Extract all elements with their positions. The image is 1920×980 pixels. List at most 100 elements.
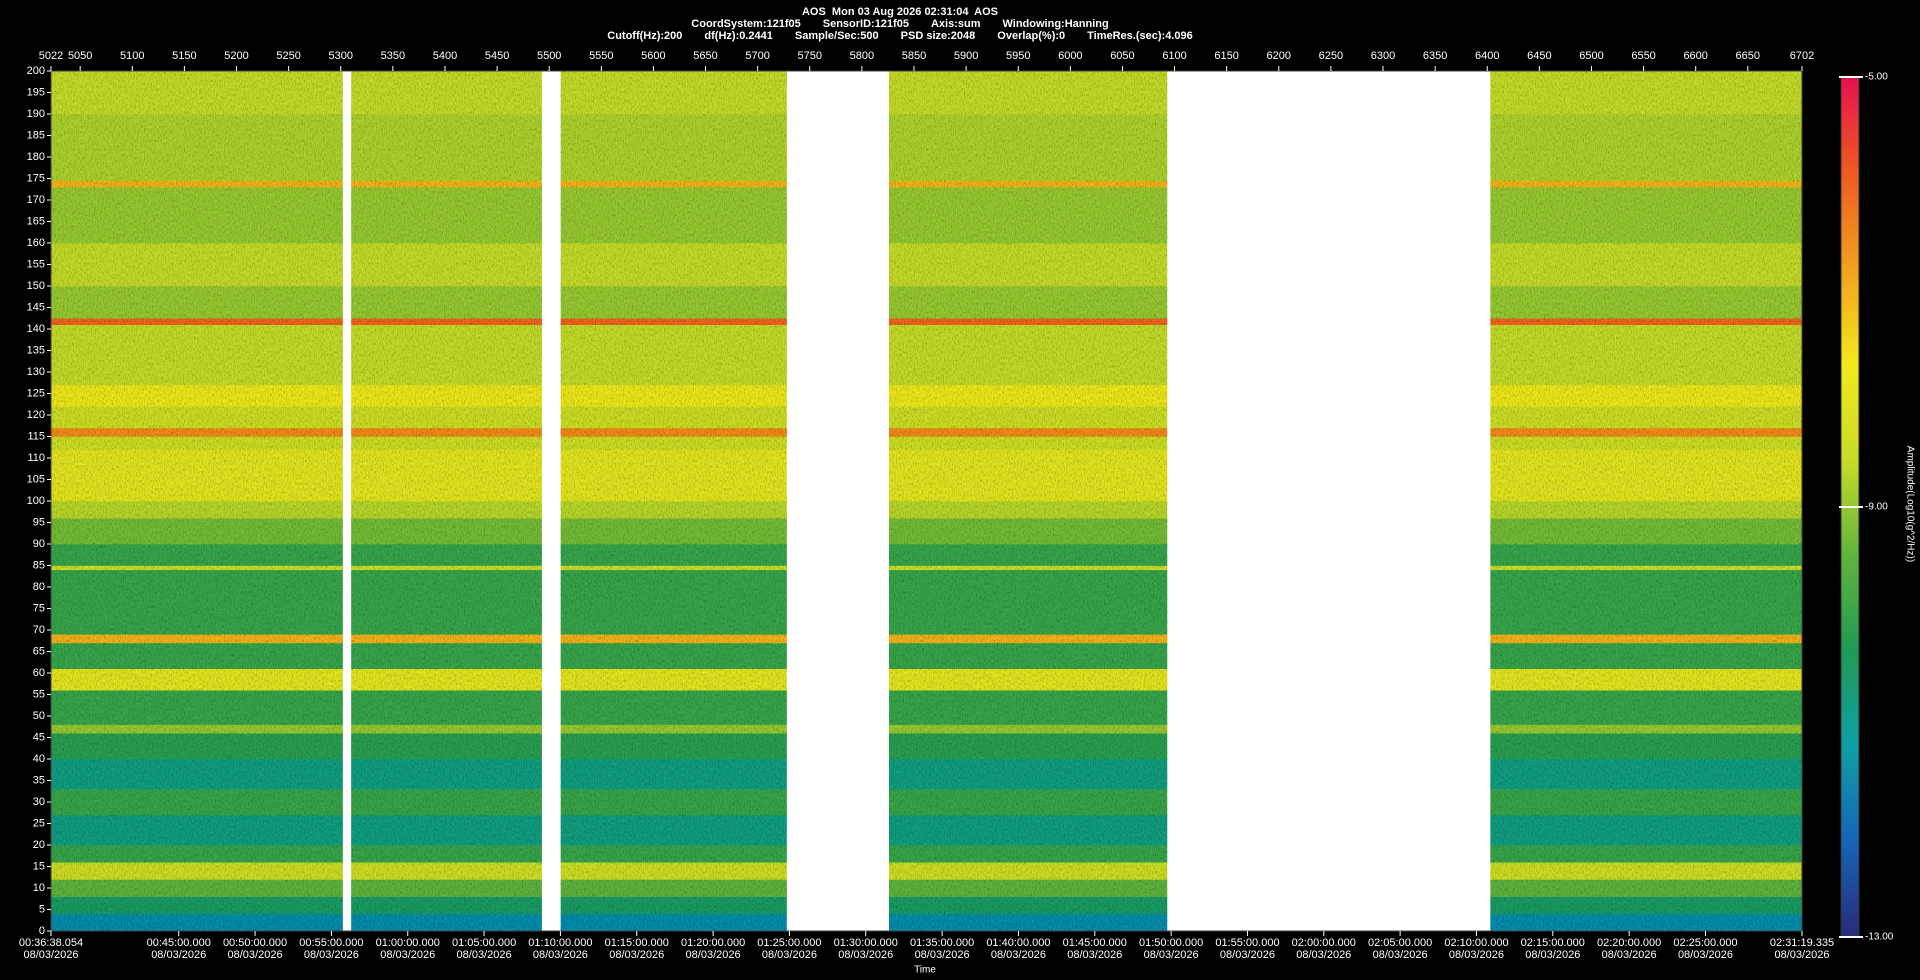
y-tick-label: 155 xyxy=(27,258,45,270)
spectrum-band xyxy=(351,814,542,846)
spectrum-band xyxy=(888,324,1168,386)
spectrum-band xyxy=(351,845,542,863)
y-tick-label: 90 xyxy=(33,538,45,550)
x2-tick-date: 08/03/2026 xyxy=(1525,949,1580,961)
spectrum-band xyxy=(351,690,542,725)
spectrum-band xyxy=(560,501,787,519)
x-tick-label: 5800 xyxy=(850,50,874,62)
spectrum-band xyxy=(560,544,787,566)
spectrum-band xyxy=(560,187,787,244)
spectrum-band xyxy=(1490,449,1802,502)
spectrum-band xyxy=(351,243,542,287)
y-tick-label: 65 xyxy=(33,645,45,657)
spectrum-band xyxy=(351,501,542,519)
spectrum-band xyxy=(351,324,542,386)
x2-tick-date: 08/03/2026 xyxy=(533,949,588,961)
x-tick-label: 5950 xyxy=(1006,50,1030,62)
spectrum-band xyxy=(1490,180,1802,188)
x-tick-label: 5750 xyxy=(798,50,822,62)
x-tick-label: 5500 xyxy=(537,50,561,62)
spectrum-band xyxy=(51,180,343,188)
spectrum-band xyxy=(560,243,787,287)
spectrum-band xyxy=(560,427,787,437)
x2-tick-label: 01:05:00.000 xyxy=(452,937,516,949)
spectrum-band xyxy=(560,384,787,407)
x2-tick-label: 01:50:00.000 xyxy=(1139,937,1203,949)
data-segment xyxy=(1490,71,1802,932)
info-line: Cutoff(Hz):200 df(Hz):0.2441 Sample/Sec:50… xyxy=(607,30,1192,42)
data-segment xyxy=(351,71,542,932)
spectrum-band xyxy=(51,724,343,734)
x-tick-label: 6150 xyxy=(1214,50,1238,62)
x-tick-label: 6250 xyxy=(1319,50,1343,62)
spectrum-band xyxy=(51,789,343,816)
spectrum-band xyxy=(1490,406,1802,429)
colorbar-label: Amplitude(Log10(g^2/Hz)) xyxy=(1904,446,1915,562)
spectrum-band xyxy=(351,879,542,897)
x-tick-label: 6650 xyxy=(1736,50,1760,62)
spectrum-band xyxy=(560,449,787,502)
spectrum-band xyxy=(1490,879,1802,897)
x2-tick-label: 00:55:00.000 xyxy=(299,937,363,949)
spectrum-band xyxy=(351,180,542,188)
spectrum-band xyxy=(351,544,542,566)
y-tick-label: 170 xyxy=(27,194,45,206)
spectrum-band xyxy=(1490,913,1802,932)
y-tick-label: 190 xyxy=(27,108,45,120)
spectrum-band xyxy=(888,286,1168,319)
x-tick-label: 6000 xyxy=(1058,50,1082,62)
y-tick-label: 140 xyxy=(27,323,45,335)
spectrum-band xyxy=(1490,690,1802,725)
spectrum-band xyxy=(1490,243,1802,287)
spectrum-band xyxy=(888,814,1168,846)
spectrum-band xyxy=(1490,114,1802,181)
spectrum-band xyxy=(51,518,343,545)
x-tick-label: 5022 xyxy=(39,50,63,62)
spectrum-band xyxy=(351,642,542,669)
spectrum-band xyxy=(51,427,343,437)
spectrum-band xyxy=(888,913,1168,932)
spectrum-band xyxy=(1490,286,1802,319)
x2-tick-label: 00:50:00.000 xyxy=(223,937,287,949)
spectrum-band xyxy=(51,114,343,181)
y-tick-label: 200 xyxy=(27,65,45,77)
x-tick-label: 5450 xyxy=(485,50,509,62)
spectrum-band xyxy=(888,759,1168,790)
spectrum-band xyxy=(351,759,542,790)
x2-tick-date: 08/03/2026 xyxy=(991,949,1046,961)
spectrum-band xyxy=(1490,724,1802,734)
x-tick-label: 5250 xyxy=(276,50,300,62)
x-tick-label: 6200 xyxy=(1267,50,1291,62)
spectrum-band xyxy=(560,406,787,429)
spectrum-band xyxy=(1490,187,1802,244)
info-field: CoordSystem:121f05 xyxy=(691,18,800,30)
x-tick-label: 5700 xyxy=(745,50,769,62)
spectrum-band xyxy=(888,569,1168,635)
spectrum-band xyxy=(888,406,1168,429)
spectrum-band xyxy=(1490,384,1802,407)
y-tick-label: 100 xyxy=(27,495,45,507)
spectrum-band xyxy=(351,71,542,115)
x2-tick-date: 08/03/2026 xyxy=(1373,949,1428,961)
x2-tick-label: 01:15:00.000 xyxy=(605,937,669,949)
spectrum-band xyxy=(51,733,343,760)
info-field: SensorID:121f05 xyxy=(823,18,909,30)
spectrum-band xyxy=(1490,318,1802,325)
data-segment xyxy=(560,71,787,932)
x2-tick-date: 08/03/2026 xyxy=(23,949,78,961)
spectrum-band xyxy=(888,243,1168,287)
x-tick-label: 5650 xyxy=(693,50,717,62)
spectrum-band xyxy=(351,896,542,915)
x2-tick-date: 08/03/2026 xyxy=(686,949,741,961)
spectrum-band xyxy=(1490,642,1802,669)
info-field: PSD size:2048 xyxy=(901,30,976,42)
spectrum-band xyxy=(351,789,542,816)
y-tick-label: 60 xyxy=(33,667,45,679)
colorbar-tick-label: -13.00 xyxy=(1865,932,1894,943)
spectrum-band xyxy=(888,318,1168,325)
spectrum-band xyxy=(888,449,1168,502)
spectrum-band xyxy=(888,724,1168,734)
spectrum-band xyxy=(351,187,542,244)
